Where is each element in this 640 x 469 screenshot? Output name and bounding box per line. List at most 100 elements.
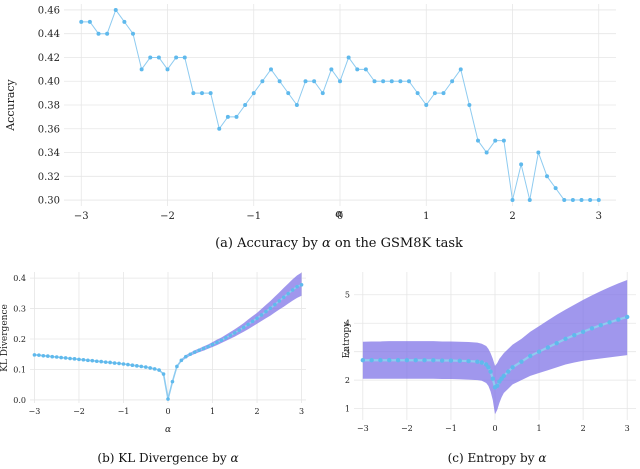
y-tick-label: 0.42 — [38, 53, 60, 64]
data-point — [303, 79, 308, 84]
data-point — [219, 338, 224, 343]
data-point — [139, 364, 144, 369]
x-tick-label: 2 — [254, 407, 259, 416]
data-point — [404, 358, 410, 363]
data-point — [372, 79, 377, 84]
data-point — [387, 358, 392, 363]
data-point — [501, 138, 506, 143]
y-tick-label: 0.38 — [38, 101, 60, 112]
data-point — [479, 360, 484, 365]
x-tick-label: 2 — [581, 424, 586, 433]
data-point — [122, 19, 127, 24]
data-point — [131, 31, 135, 36]
data-point — [554, 340, 559, 346]
data-point — [510, 198, 515, 203]
data-point — [105, 31, 110, 36]
y-tick-label: 0.46 — [38, 5, 60, 16]
x-tick-label: −3 — [74, 211, 89, 222]
data-point — [72, 357, 77, 361]
data-point — [616, 317, 621, 322]
data-point — [596, 198, 601, 203]
data-point — [286, 91, 291, 96]
data-point — [152, 367, 157, 371]
data-point — [510, 365, 515, 370]
data-point — [598, 323, 603, 328]
data-point — [432, 91, 437, 96]
data-point — [475, 359, 480, 364]
data-point — [182, 55, 187, 60]
data-point — [536, 349, 542, 354]
data-point — [579, 198, 584, 203]
std-band — [362, 279, 628, 415]
data-point — [232, 331, 237, 335]
y-tick-label: 2 — [345, 376, 350, 385]
x-axis-label: α — [165, 425, 171, 435]
y-tick-label: 0.36 — [38, 124, 60, 135]
data-point — [448, 358, 454, 363]
data-point — [407, 79, 411, 84]
x-tick-label: 1 — [423, 211, 429, 222]
data-point — [277, 79, 282, 84]
data-point — [527, 198, 532, 203]
data-point — [68, 356, 72, 361]
x-axis-label: α — [335, 207, 343, 220]
data-point — [184, 354, 188, 359]
data-point — [148, 366, 152, 370]
data-point — [476, 138, 480, 143]
data-point — [59, 355, 63, 360]
data-point — [562, 198, 567, 203]
data-point — [501, 373, 507, 379]
data-point — [139, 67, 144, 72]
data-point — [250, 319, 255, 324]
data-point — [96, 31, 101, 36]
data-point — [457, 358, 462, 363]
data-point — [294, 103, 299, 107]
data-point — [41, 353, 46, 358]
data-point — [90, 358, 95, 363]
data-point — [174, 55, 179, 60]
entropy-chart: −3 −2 −1 0 1 2 3 1 2 3 4 5 Entropy (c) Entropy by α — [342, 272, 636, 465]
data-point — [201, 346, 206, 351]
data-point — [121, 362, 126, 366]
data-point — [32, 353, 37, 357]
data-point — [277, 299, 282, 303]
caption-prefix: (a) Accuracy by — [215, 236, 322, 251]
data-point — [251, 91, 256, 96]
data-point — [210, 342, 215, 347]
data-point — [346, 55, 351, 60]
y-tick-label: 3 — [345, 347, 350, 356]
data-point — [225, 114, 230, 119]
data-point — [312, 79, 317, 84]
kl-divergence-chart: −3 −2 −1 0 1 2 3 0.0 0.1 0.2 0.3 0.4 α KL Divergenc… — [0, 272, 306, 465]
x-tick-label: −3 — [29, 407, 41, 416]
data-point — [381, 79, 386, 84]
data-point — [197, 348, 201, 353]
x-tick-label: 0 — [165, 407, 170, 416]
data-point — [260, 79, 265, 84]
data-point — [99, 359, 104, 364]
data-point — [490, 376, 495, 381]
y-tick-label: 0.4 — [13, 274, 26, 283]
data-point — [493, 138, 498, 143]
y-tick-label: 0.34 — [38, 148, 60, 159]
data-point — [422, 358, 427, 363]
data-point — [286, 291, 290, 296]
caption: (b) KL Divergence by α — [97, 451, 238, 465]
x-tick-label: −2 — [73, 407, 85, 416]
x-tick-label: 3 — [299, 407, 304, 416]
data-point — [467, 103, 472, 107]
data-point — [281, 295, 286, 300]
x-tick-label: 1 — [537, 424, 542, 433]
data-point — [545, 345, 551, 350]
data-point — [273, 302, 277, 307]
data-point — [259, 313, 264, 317]
data-markers — [79, 7, 601, 203]
data-point — [161, 372, 166, 376]
caption-symbol: α — [538, 451, 546, 465]
data-point — [486, 365, 491, 370]
caption: (c) Entropy by α — [448, 451, 547, 465]
x-tick-label: −1 — [445, 424, 457, 433]
data-point — [87, 19, 92, 24]
data-point — [458, 67, 463, 72]
